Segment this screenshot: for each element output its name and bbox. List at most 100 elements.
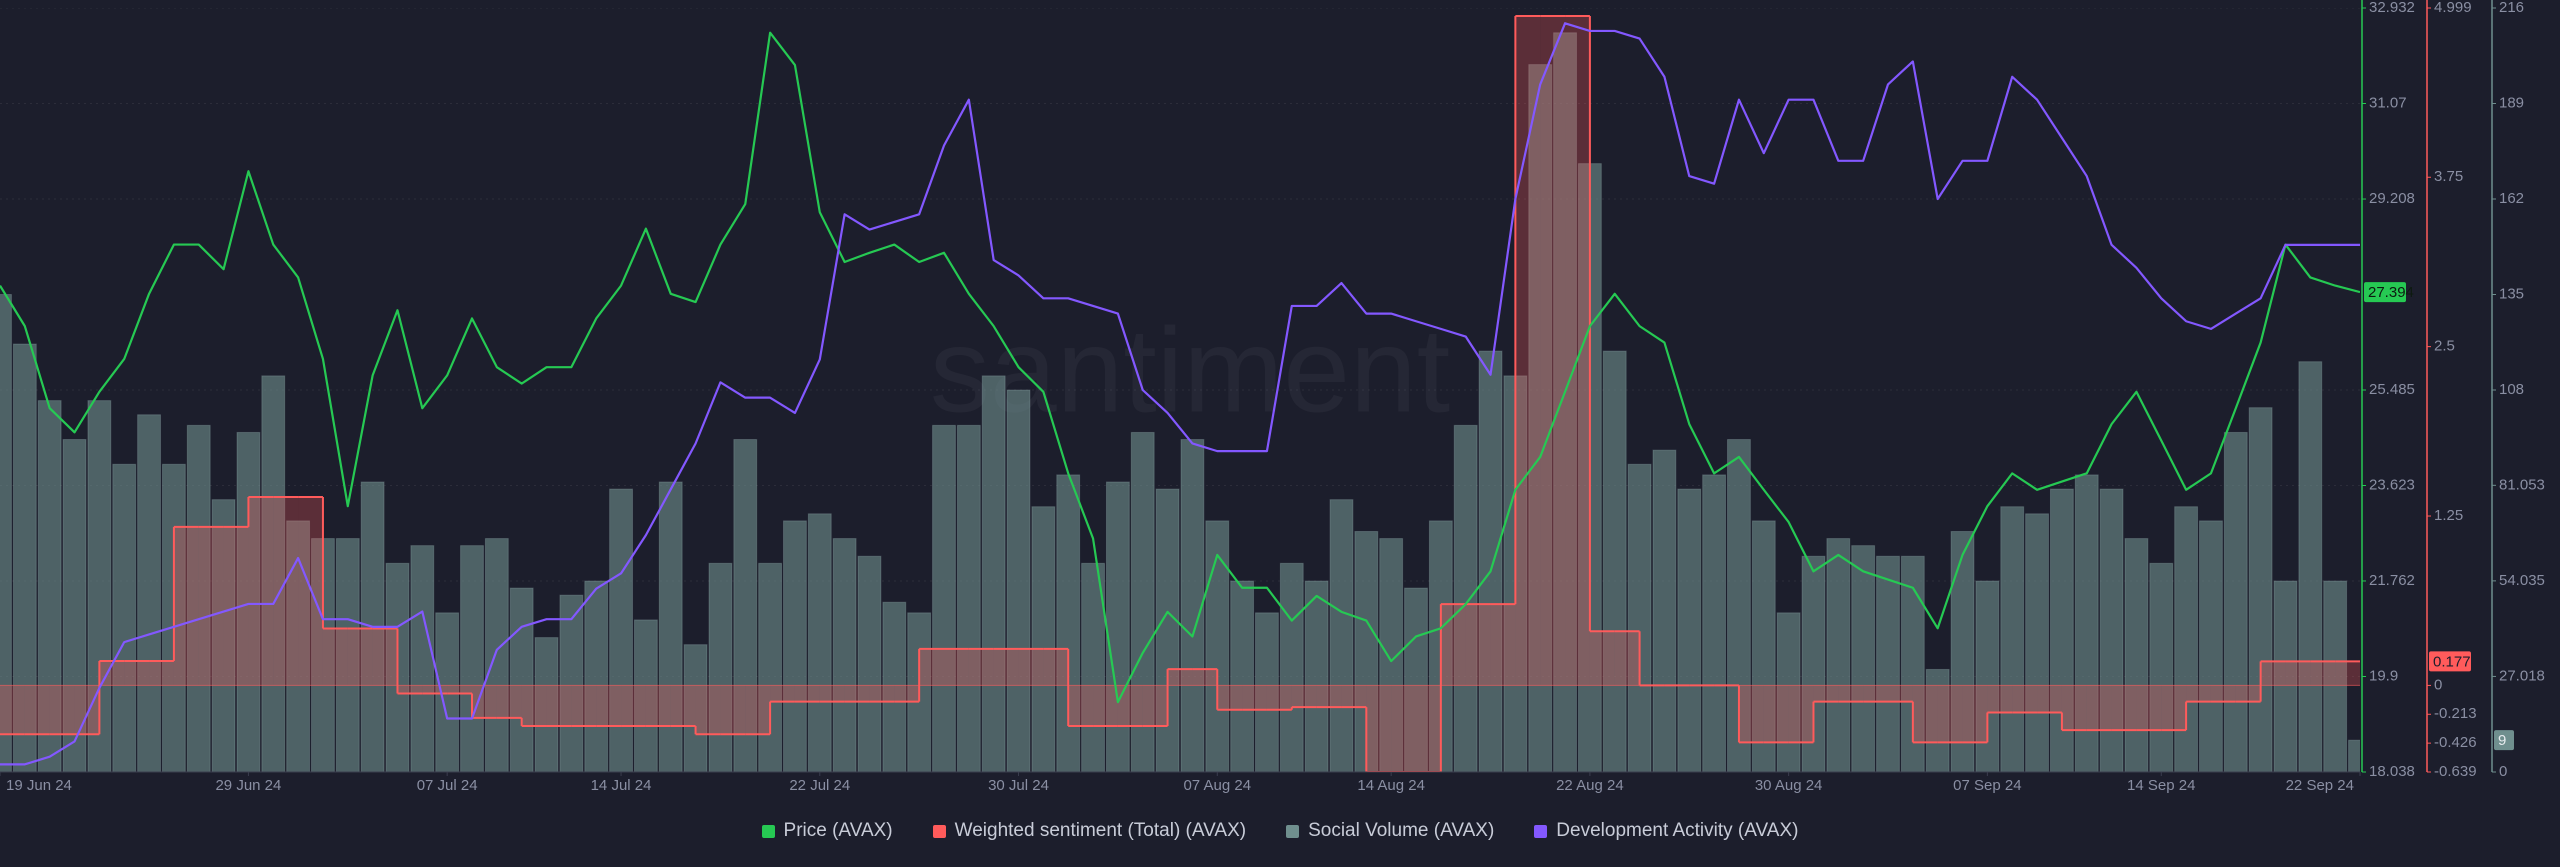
social-volume-bar bbox=[2248, 407, 2273, 772]
y-tick-label: 54.035 bbox=[2499, 572, 2545, 589]
social-volume-bar bbox=[1602, 350, 1627, 772]
social-volume-bar bbox=[783, 520, 807, 772]
sentiment-area bbox=[546, 685, 572, 727]
social-volume-bar bbox=[1056, 474, 1081, 772]
sentiment-area bbox=[1738, 685, 1764, 743]
last-value-badge bbox=[2494, 730, 2514, 751]
legend-item[interactable]: Development Activity (AVAX) bbox=[1534, 820, 1798, 842]
sentiment-area bbox=[745, 685, 771, 735]
legend-item[interactable]: Price (AVAX) bbox=[761, 820, 893, 842]
social-volume-bar bbox=[534, 637, 559, 772]
x-tick-label: 30 Aug 24 bbox=[1755, 777, 1823, 794]
sentiment-area bbox=[2235, 685, 2261, 702]
social-volume-bar bbox=[484, 538, 509, 772]
sentiment-area bbox=[2210, 685, 2236, 702]
social-volume-bar bbox=[1155, 488, 1180, 772]
sentiment-area bbox=[447, 685, 472, 694]
sentiment-area bbox=[1391, 685, 1416, 772]
social-volume-bar bbox=[733, 439, 758, 772]
social-volume-bar bbox=[2000, 506, 2025, 772]
x-tick-label: 14 Sep 24 bbox=[2127, 777, 2195, 794]
y-tick-label: 32.932 bbox=[2369, 0, 2415, 16]
sentiment-area bbox=[521, 685, 547, 727]
social-volume-bar bbox=[1130, 431, 1155, 772]
legend-label: Social Volume (AVAX) bbox=[1308, 820, 1495, 841]
legend-swatch bbox=[761, 824, 775, 838]
social-volume-bar bbox=[1329, 499, 1354, 772]
sentiment-area bbox=[1117, 685, 1143, 727]
y-tick-label: 81.053 bbox=[2499, 476, 2545, 493]
sentiment-area bbox=[496, 685, 522, 718]
x-tick-label: 07 Aug 24 bbox=[1183, 777, 1251, 794]
sentiment-area bbox=[1465, 604, 1491, 686]
x-tick-label: 07 Sep 24 bbox=[1953, 777, 2021, 794]
sentiment-area bbox=[1291, 685, 1317, 708]
social-volume-bar bbox=[2099, 488, 2124, 772]
sentiment-area bbox=[1962, 685, 1988, 743]
y-tick-label: 25.485 bbox=[2369, 381, 2415, 398]
sentiment-area bbox=[894, 685, 920, 702]
sentiment-area bbox=[2136, 685, 2162, 731]
social-volume-bar bbox=[1826, 538, 1851, 772]
social-volume-bar bbox=[1677, 488, 1702, 772]
sentiment-area bbox=[2086, 685, 2112, 731]
social-volume-bar bbox=[2049, 488, 2074, 772]
social-volume-bar bbox=[633, 619, 658, 772]
sentiment-area bbox=[124, 661, 150, 686]
sentiment-area bbox=[1266, 685, 1292, 710]
legend-item[interactable]: Weighted sentiment (Total) (AVAX) bbox=[932, 820, 1246, 842]
social-volume-bar bbox=[2174, 506, 2199, 772]
legend-swatch bbox=[932, 824, 946, 838]
social-volume-bar bbox=[1304, 580, 1329, 772]
social-volume-bar bbox=[2199, 520, 2223, 772]
sentiment-area bbox=[2186, 685, 2211, 702]
social-volume-bar bbox=[956, 424, 981, 772]
legend-swatch bbox=[1534, 824, 1548, 838]
y-tick-label: 23.623 bbox=[2369, 476, 2415, 493]
x-tick-label: 22 Jul 24 bbox=[789, 777, 850, 794]
social-volume-bar bbox=[832, 538, 857, 772]
sentiment-area bbox=[397, 685, 423, 694]
sentiment-area bbox=[2111, 685, 2137, 731]
sentiment-area bbox=[596, 685, 622, 727]
social-volume-bar bbox=[0, 294, 12, 772]
legend-swatch bbox=[1286, 824, 1300, 838]
social-volume-bar bbox=[1105, 481, 1130, 772]
social-volume-bar bbox=[559, 594, 584, 772]
social-volume-bar bbox=[1702, 474, 1727, 772]
sentiment-area bbox=[1912, 685, 1938, 743]
social-volume-bar bbox=[1081, 562, 1105, 772]
social-volume-bar bbox=[1453, 424, 1478, 772]
last-value-label: 0.177 bbox=[2433, 653, 2471, 670]
legend-item[interactable]: Social Volume (AVAX) bbox=[1286, 820, 1494, 842]
social-volume-bar bbox=[460, 545, 484, 772]
plot-area bbox=[0, 8, 2360, 772]
sentiment-area bbox=[322, 628, 348, 686]
sentiment-area bbox=[1589, 631, 1615, 686]
y-tick-label: 4.999 bbox=[2434, 0, 2472, 16]
y-tick-label: 31.07 bbox=[2369, 94, 2407, 111]
social-volume-bar bbox=[1727, 439, 1751, 772]
sentiment-area bbox=[1813, 685, 1839, 702]
sentiment-area bbox=[621, 685, 646, 727]
social-volume-bar bbox=[410, 545, 435, 772]
sentiment-area bbox=[0, 685, 25, 735]
last-value-label: 9 bbox=[2498, 732, 2506, 749]
sentiment-area bbox=[1838, 685, 1864, 702]
social-volume-bar bbox=[1528, 64, 1553, 772]
sentiment-area bbox=[1987, 685, 2013, 713]
social-volume-bar bbox=[2025, 513, 2049, 772]
legend-label: Price (AVAX) bbox=[783, 820, 893, 841]
social-volume-bar bbox=[2124, 538, 2149, 772]
sentiment-area bbox=[1763, 685, 1789, 743]
social-volume-bar bbox=[1279, 562, 1304, 772]
sentiment-area bbox=[1167, 669, 1193, 686]
social-volume-bar bbox=[981, 375, 1006, 772]
sentiment-area bbox=[968, 648, 994, 686]
y-tick-label: 108 bbox=[2499, 381, 2524, 398]
legend: Price (AVAX) Weighted sentiment (Total) (… bbox=[0, 820, 2560, 842]
sentiment-area bbox=[1416, 685, 1441, 772]
y-tick-label: -0.639 bbox=[2434, 763, 2477, 780]
x-tick-label: 29 Jun 24 bbox=[215, 777, 281, 794]
